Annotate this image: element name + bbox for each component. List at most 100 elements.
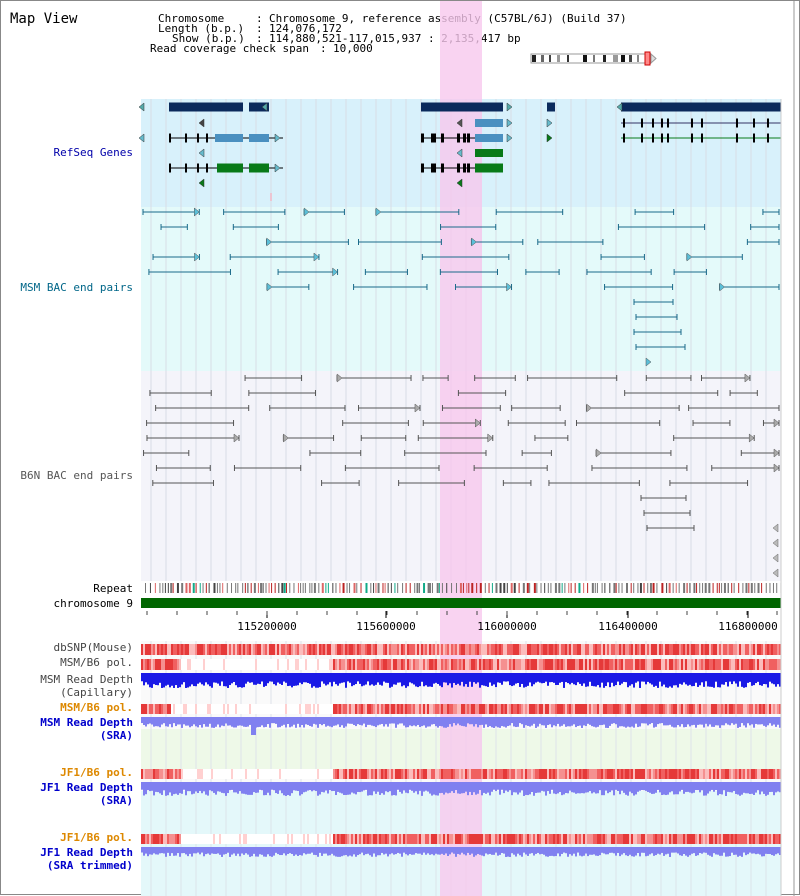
read-depth-bar	[537, 673, 539, 682]
polymorphism-cell	[527, 659, 529, 670]
polymorphism-cell	[191, 769, 193, 779]
polymorphism-cell	[617, 659, 619, 670]
polymorphism-cell	[367, 659, 369, 670]
polymorphism-cell	[661, 704, 663, 714]
read-depth-bar	[537, 782, 539, 793]
polymorphism-cell	[189, 769, 191, 779]
polymorphism-cell	[383, 769, 385, 779]
polymorphism-cell	[199, 834, 201, 844]
read-depth-bar	[525, 782, 527, 795]
polymorphism-cell	[577, 659, 579, 670]
read-depth-bar	[487, 673, 489, 687]
repeat-element	[202, 583, 204, 593]
read-depth-bar	[625, 782, 627, 795]
polymorphism-cell	[269, 704, 271, 714]
polymorphism-cell	[293, 644, 295, 655]
polymorphism-cell	[751, 704, 753, 714]
repeat-element	[471, 583, 474, 593]
read-depth-bar	[667, 717, 669, 726]
read-depth-bar	[553, 673, 555, 683]
read-depth-bar	[485, 673, 487, 687]
polymorphism-cell	[277, 644, 279, 655]
read-depth-bar	[409, 673, 411, 683]
read-depth-bar	[145, 782, 147, 795]
polymorphism-cell	[505, 644, 507, 655]
read-depth-bar	[743, 717, 745, 726]
polymorphism-cell	[617, 769, 619, 779]
polymorphism-cell	[607, 659, 609, 670]
polymorphism-cell	[369, 644, 371, 655]
polymorphism-cell	[265, 769, 267, 779]
read-depth-bar	[387, 673, 389, 683]
read-depth-bar	[523, 717, 525, 728]
polymorphism-cell	[665, 704, 667, 714]
polymorphism-cell	[633, 704, 635, 714]
polymorphism-cell	[489, 659, 491, 670]
polymorphism-cell	[297, 644, 299, 655]
read-depth-bar	[287, 782, 289, 796]
read-depth-bar	[699, 717, 701, 725]
read-depth-bar	[425, 782, 427, 791]
read-depth-bar	[627, 847, 629, 857]
polymorphism-cell	[359, 769, 361, 779]
read-depth-bar	[301, 782, 303, 795]
read-depth-bar	[435, 782, 437, 796]
polymorphism-cell	[765, 659, 767, 670]
read-depth-bar	[549, 717, 551, 725]
polymorphism-cell	[779, 769, 781, 779]
polymorphism-cell	[575, 834, 577, 844]
read-depth-bar	[621, 782, 623, 791]
bac-end-arrow	[266, 237, 273, 247]
read-depth-bar	[413, 717, 415, 726]
gene-exon	[691, 133, 693, 143]
polymorphism-cell	[681, 659, 683, 670]
polymorphism-cell	[651, 659, 653, 670]
msm-read-depth-sra-label: MSM Read Depth	[40, 716, 133, 729]
polymorphism-cell	[157, 769, 159, 779]
polymorphism-cell	[497, 834, 499, 844]
read-depth-bar	[771, 717, 773, 726]
polymorphism-cell	[511, 704, 513, 714]
read-depth-bar	[679, 673, 681, 684]
read-depth-bar	[203, 847, 205, 857]
polymorphism-cell	[743, 644, 745, 655]
polymorphism-cell	[357, 659, 359, 670]
repeat-element	[427, 583, 430, 593]
polymorphism-cell	[423, 644, 425, 655]
read-depth-bar	[453, 673, 455, 683]
read-depth-bar	[473, 673, 475, 683]
read-depth-bar	[649, 847, 651, 855]
read-depth-bar	[467, 847, 469, 853]
repeat-element	[342, 583, 345, 593]
polymorphism-cell	[271, 644, 273, 655]
polymorphism-cell	[361, 644, 363, 655]
polymorphism-cell	[279, 659, 281, 670]
read-depth-bar	[623, 782, 625, 793]
repeat-element	[346, 583, 348, 593]
read-depth-bar	[387, 782, 389, 793]
polymorphism-cell	[177, 769, 179, 779]
read-depth-bar	[381, 717, 383, 724]
polymorphism-cell	[389, 659, 391, 670]
polymorphism-cell	[479, 769, 481, 779]
polymorphism-cell	[203, 834, 205, 844]
read-depth-bar	[295, 847, 297, 855]
polymorphism-cell	[511, 834, 513, 844]
polymorphism-cell	[301, 834, 303, 844]
read-depth-bar	[399, 717, 401, 724]
read-depth-bar	[765, 782, 767, 796]
polymorphism-cell	[159, 704, 161, 714]
read-depth-bar	[385, 673, 387, 683]
polymorphism-cell	[399, 644, 401, 655]
read-depth-bar	[237, 673, 239, 688]
polymorphism-cell	[601, 659, 603, 670]
repeat-element	[466, 583, 468, 593]
polymorphism-cell	[637, 769, 639, 779]
read-depth-bar	[467, 717, 469, 724]
read-depth-bar	[455, 717, 457, 726]
read-depth-bar	[415, 717, 417, 727]
polymorphism-cell	[491, 704, 493, 714]
read-depth-bar	[631, 673, 633, 685]
read-depth-bar	[627, 717, 629, 727]
